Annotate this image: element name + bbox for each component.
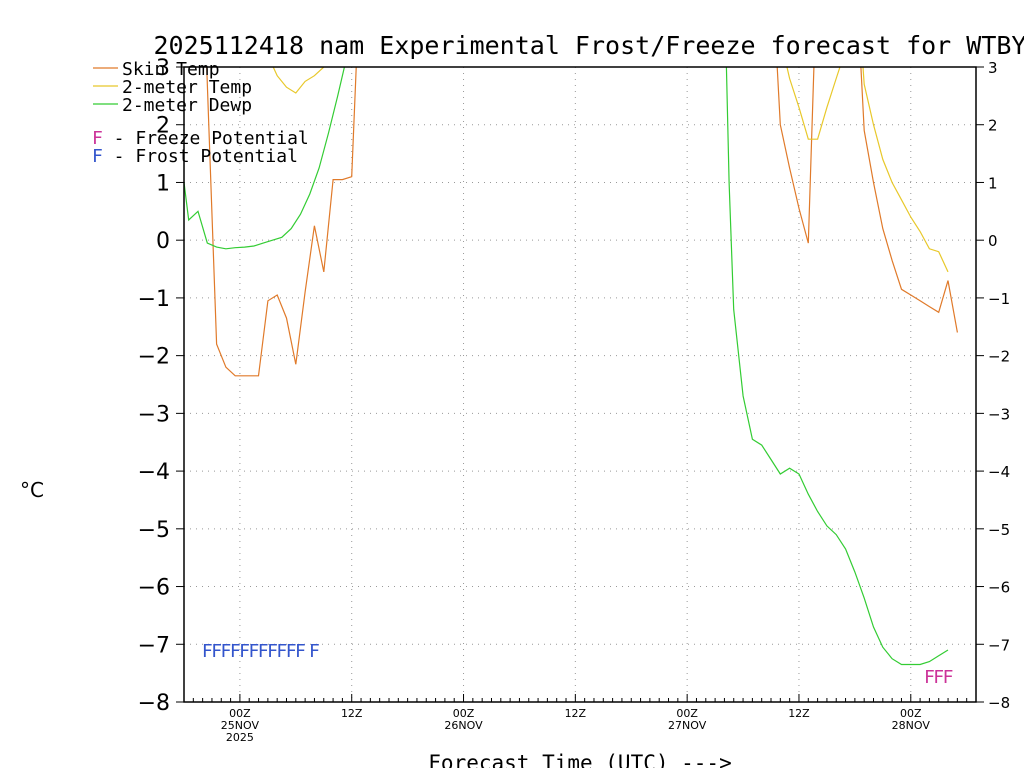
x-tick-label: 26NOV — [444, 719, 483, 732]
x-tick-label: 12Z — [788, 707, 810, 720]
freeze-potential-marker: F — [943, 667, 954, 688]
grid — [184, 67, 976, 702]
y-tick-label-left: −1 — [138, 287, 170, 312]
y-tick-label-left: −5 — [138, 518, 170, 543]
y-tick-label-left: −3 — [138, 402, 170, 427]
y-tick-label-right: −4 — [988, 463, 1010, 481]
x-tick-label: 25NOV — [221, 719, 260, 732]
y-tick-label-right: −3 — [988, 405, 1010, 423]
frost-potential-marker: F — [276, 641, 287, 662]
y-tick-label-left: −7 — [138, 633, 170, 658]
frost-potential-marker: F — [221, 641, 232, 662]
y-tick-label-left: 0 — [156, 229, 170, 254]
legend-marker-text: - Frost Potential — [103, 146, 298, 167]
y-tick-label-right: −5 — [988, 521, 1010, 539]
legend-label: 2-meter Dewp — [122, 95, 252, 116]
y-tick-label-right: −1 — [988, 290, 1010, 308]
frost-potential-marker: F — [211, 641, 222, 662]
y-axis-unit-label: °C — [20, 478, 44, 502]
frost-potential-marker: F — [258, 641, 269, 662]
y-tick-label-left: −6 — [138, 576, 170, 601]
frost-potential-marker: F — [286, 641, 297, 662]
legend-marker-entry: F - Freeze Potential — [92, 128, 309, 149]
y-tick-label-left: −4 — [138, 460, 170, 485]
y-tick-label-left: −8 — [138, 691, 170, 716]
x-tick-label: 12Z — [565, 707, 587, 720]
y-tick-label-left: 3 — [156, 56, 170, 81]
y-tick-label-right: 1 — [988, 174, 998, 192]
frost-potential-marker: F — [239, 641, 250, 662]
y-tick-label-left: −2 — [138, 345, 170, 370]
frost-potential-marker: F — [267, 641, 278, 662]
legend-label: 2-meter Temp — [122, 77, 252, 98]
legend-marker-symbol: F — [92, 128, 103, 149]
series-line-2-meter-temp — [272, 67, 949, 273]
y-tick-label-right: 2 — [988, 117, 998, 135]
y-tick-label-right: −2 — [988, 348, 1010, 366]
frost-potential-marker: F — [202, 641, 213, 662]
x-tick-label: 2025 — [226, 731, 254, 744]
frost-potential-marker: F — [230, 641, 241, 662]
legend-label: Skin Temp — [122, 59, 220, 80]
freeze-potential-marker: F — [924, 667, 935, 688]
legend-marker-text: - Freeze Potential — [103, 128, 309, 149]
legend-marker-entry: F - Frost Potential — [92, 146, 298, 167]
frost-potential-marker: F — [295, 641, 306, 662]
series-lines — [184, 67, 958, 666]
y-axis-left: −8 −7 −6 −5 −4 −3 −2 −1 0 1 2 3 — [138, 56, 184, 716]
plot-area-frame — [183, 66, 977, 703]
x-tick-label: 00Z — [229, 707, 251, 720]
y-tick-label-right: 0 — [988, 232, 998, 250]
x-tick-label: 27NOV — [668, 719, 707, 732]
x-tick-label: 00Z — [900, 707, 922, 720]
y-tick-label-left: 2 — [156, 114, 170, 139]
frost-potential-marker: F — [309, 641, 320, 662]
x-tick-label: 12Z — [341, 707, 363, 720]
series-line-skin-temp — [206, 67, 958, 377]
y-tick-label-right: −8 — [988, 694, 1010, 712]
legend-marker-symbol: F — [92, 146, 103, 167]
x-axis-label: Forecast Time (UTC) ---> — [428, 751, 731, 768]
x-tick-label: 00Z — [676, 707, 698, 720]
frost-potential-marker: F — [248, 641, 259, 662]
freeze-potential-marker: F — [933, 667, 944, 688]
chart-title: 2025112418 nam Experimental Frost/Freeze… — [154, 31, 1024, 60]
x-tick-label: 00Z — [453, 707, 475, 720]
x-tick-label: 28NOV — [892, 719, 931, 732]
series-line-2-meter-dewp — [184, 67, 949, 666]
y-tick-label-right: 3 — [988, 59, 998, 77]
y-tick-label-left: 1 — [156, 171, 170, 196]
y-tick-label-right: −7 — [988, 636, 1010, 654]
y-axis-right: −8 −7 −6 −5 −4 −3 −2 −1 0 1 2 3 — [976, 59, 1010, 712]
y-tick-label-right: −6 — [988, 579, 1010, 597]
